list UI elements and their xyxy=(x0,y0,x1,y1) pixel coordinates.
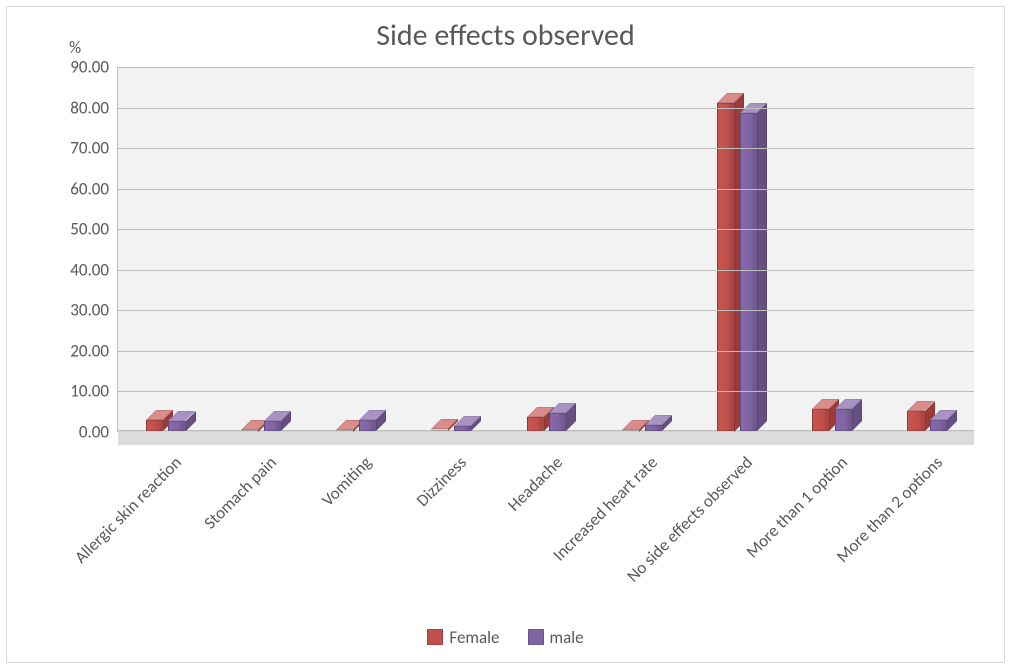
y-tick-label: 50.00 xyxy=(70,219,117,240)
x-tick-label: Dizziness xyxy=(412,452,471,511)
grid-line xyxy=(118,148,974,149)
bar xyxy=(146,420,163,431)
legend-item: male xyxy=(528,627,584,648)
x-tick-label: More than 2 options xyxy=(832,452,947,567)
bar xyxy=(359,420,376,431)
x-tick-label: Headache xyxy=(503,452,567,516)
plot-floor xyxy=(118,430,974,445)
bar xyxy=(264,421,281,431)
y-tick-label: 20.00 xyxy=(70,340,117,361)
bar xyxy=(431,429,448,431)
legend-swatch xyxy=(528,629,544,645)
bar xyxy=(717,103,734,432)
grid-line xyxy=(118,229,974,230)
x-tick-label: Stomach pain xyxy=(199,452,280,533)
y-tick-label: 40.00 xyxy=(70,259,117,280)
legend-swatch xyxy=(427,629,443,645)
grid-line xyxy=(118,67,974,68)
x-tick-label: Vomiting xyxy=(317,452,376,511)
bar xyxy=(740,113,757,431)
legend: Female male xyxy=(7,627,1004,651)
bar xyxy=(549,413,566,431)
grid-line xyxy=(118,310,974,311)
bar xyxy=(168,421,185,431)
plot-wrap: Allergic skin reactionStomach painVomiti… xyxy=(117,67,974,432)
bar xyxy=(336,430,353,431)
bar xyxy=(527,417,544,431)
legend-item: Female xyxy=(427,627,499,648)
bar xyxy=(835,409,852,431)
chart-frame: Side effects observed % Allergic skin re… xyxy=(6,6,1005,663)
y-tick-label: 30.00 xyxy=(70,300,117,321)
bars-layer xyxy=(118,67,974,431)
bar xyxy=(622,430,639,431)
grid-line xyxy=(118,108,974,109)
x-tick-label: Allergic skin reaction xyxy=(70,452,186,568)
bar xyxy=(645,425,662,431)
grid-line xyxy=(118,351,974,352)
plot-area xyxy=(117,67,974,432)
bar xyxy=(907,411,924,431)
grid-line xyxy=(118,189,974,190)
y-tick-label: 60.00 xyxy=(70,178,117,199)
legend-label: Female xyxy=(449,627,499,648)
y-tick-label: 80.00 xyxy=(70,97,117,118)
grid-line xyxy=(118,391,974,392)
y-tick-label: 10.00 xyxy=(70,381,117,402)
chart-title: Side effects observed xyxy=(7,17,1004,54)
y-tick-label: 70.00 xyxy=(70,138,117,159)
grid-line xyxy=(118,270,974,271)
bar xyxy=(812,409,829,431)
bar xyxy=(930,420,947,431)
y-tick-label: 90.00 xyxy=(70,57,117,78)
chart-outer: Side effects observed % Allergic skin re… xyxy=(0,0,1011,669)
bar xyxy=(241,430,258,431)
bar xyxy=(454,426,471,431)
legend-label: male xyxy=(550,627,584,648)
y-tick-label: 0.00 xyxy=(79,422,117,443)
y-axis-unit: % xyxy=(69,37,81,58)
x-tick-label: More than 1 option xyxy=(742,452,852,562)
